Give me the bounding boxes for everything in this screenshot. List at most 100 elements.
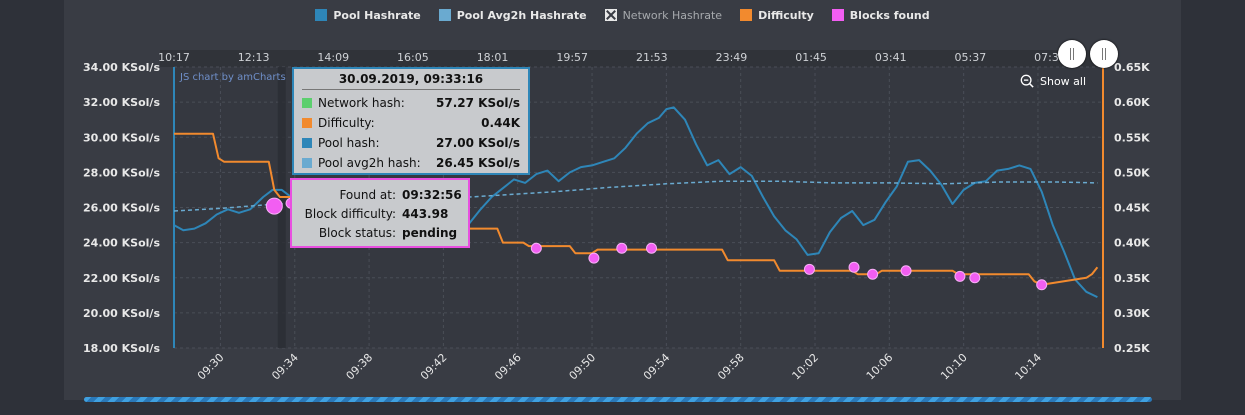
legend-label-pool-avg2h-hashrate: Pool Avg2h Hashrate <box>456 8 587 22</box>
tooltip-swatch-difficulty <box>302 118 312 128</box>
legend-swatch-blocks-found <box>831 9 844 21</box>
x-tick-label: 09:50 <box>567 351 599 383</box>
y-right-tick-label: 0.55K <box>1114 131 1150 144</box>
legend-label-network-hashrate: Network Hashrate <box>622 8 723 22</box>
y-left-tick-label: 28.00 KSol/s <box>83 166 160 179</box>
range-grip-right[interactable] <box>1090 40 1118 68</box>
x-tick-label: 09:42 <box>418 351 450 383</box>
x-tick-label: 10:02 <box>790 351 822 383</box>
y-right-tick-label: 0.45K <box>1114 202 1150 215</box>
chart-credit[interactable]: JS chart by amCharts <box>180 72 286 83</box>
navigator-label: 03:41 <box>875 51 907 64</box>
navigator-label: 19:57 <box>556 51 588 64</box>
x-tick-label: 09:54 <box>641 351 673 383</box>
navigator-label: 23:49 <box>716 51 748 64</box>
x-tick-label: 09:30 <box>195 351 227 383</box>
x-tick-label: 10:10 <box>938 351 970 383</box>
y-right-tick-label: 0.40K <box>1114 237 1150 250</box>
navigator-label: 16:05 <box>397 51 429 64</box>
tooltip-swatch-pool-avg <box>302 158 312 168</box>
legend-item-blocks-found[interactable]: Blocks found <box>831 9 930 22</box>
x-tick-label: 10:06 <box>864 351 896 383</box>
y-left-tick-label: 34.00 KSol/s <box>83 61 160 74</box>
y-left-tick-label: 30.00 KSol/s <box>83 131 160 144</box>
block-found-point <box>588 252 600 264</box>
y-left-tick-label: 24.00 KSol/s <box>83 237 160 250</box>
block-found-point <box>900 265 912 277</box>
y-left-tick-label: 18.00 KSol/s <box>83 342 160 355</box>
y-right-tick-label: 0.50K <box>1114 166 1150 179</box>
y-right-tick-label: 0.65K <box>1114 61 1150 74</box>
block-found-value: 09:32:56 <box>402 187 462 202</box>
tooltip-label-difficulty: Difficulty: <box>318 116 375 130</box>
tooltip-swatch-pool <box>302 138 312 148</box>
show-all-button[interactable]: Show all <box>1020 74 1086 88</box>
navigator-label: 12:13 <box>238 51 270 64</box>
zoom-out-icon <box>1020 74 1034 88</box>
tooltip-swatch-network <box>302 98 312 108</box>
y-left-tick-label: 22.00 KSol/s <box>83 272 160 285</box>
block-found-point <box>530 242 542 254</box>
tooltip-row-difficulty: Difficulty: 0.44K <box>294 113 528 133</box>
legend-label-difficulty: Difficulty <box>758 8 814 22</box>
legend-item-network-hashrate[interactable]: Network Hashrate <box>604 8 723 22</box>
legend: Pool Hashrate Pool Avg2h Hashrate Networ… <box>0 0 1245 30</box>
y-left-tick-label: 26.00 KSol/s <box>83 202 160 215</box>
block-found-point <box>265 197 283 215</box>
x-tick-label: 09:34 <box>269 351 301 383</box>
navigator-strip <box>160 50 1103 67</box>
tooltip-row-pool-avg: Pool avg2h hash: 26.45 KSol/s <box>294 153 528 173</box>
range-grip-left[interactable] <box>1058 40 1086 68</box>
legend-item-difficulty[interactable]: Difficulty <box>740 9 814 22</box>
block-tooltip-row-status: Block status: pending <box>292 223 468 242</box>
tooltip-value-network: 57.27 KSol/s <box>436 96 520 110</box>
navigator-label: 21:53 <box>636 51 668 64</box>
legend-hidden-x-icon <box>604 9 617 21</box>
block-found-point <box>969 272 981 284</box>
legend-swatch-difficulty <box>740 9 753 21</box>
y-right-tick-label: 0.35K <box>1114 272 1150 285</box>
block-tooltip-row-found: Found at: 09:32:56 <box>292 185 468 204</box>
tooltip-label-network: Network hash: <box>318 96 405 110</box>
x-tick-label: 09:38 <box>344 351 376 383</box>
tooltip-value-pool: 27.00 KSol/s <box>436 136 520 150</box>
x-tick-label: 10:14 <box>1012 351 1044 383</box>
block-difficulty-value: 443.98 <box>402 206 449 221</box>
block-tooltip-row-difficulty: Block difficulty: 443.98 <box>292 204 468 223</box>
y-left-tick-label: 20.00 KSol/s <box>83 307 160 320</box>
block-found-point <box>848 261 860 273</box>
legend-item-pool-hashrate[interactable]: Pool Hashrate <box>315 8 421 22</box>
navigator-label: 10:17 <box>158 51 190 64</box>
navigator-label: 01:45 <box>795 51 827 64</box>
block-found-label: Found at: <box>339 187 396 202</box>
legend-swatch-pool-hashrate <box>315 9 328 21</box>
legend-label-pool-hashrate: Pool Hashrate <box>333 8 421 22</box>
y-left-tick-label: 32.00 KSol/s <box>83 96 160 109</box>
block-found-point <box>616 242 628 254</box>
x-tick-label: 09:46 <box>492 351 524 383</box>
block-tooltip: Found at: 09:32:56 Block difficulty: 443… <box>290 178 470 248</box>
legend-item-pool-avg2h-hashrate[interactable]: Pool Avg2h Hashrate <box>438 8 587 22</box>
block-status-label: Block status: <box>318 225 396 240</box>
tooltip-value-pool-avg: 26.45 KSol/s <box>436 156 520 170</box>
y-right-tick-label: 0.30K <box>1114 307 1150 320</box>
scrollbar[interactable] <box>84 397 1152 402</box>
block-found-point <box>1036 279 1048 291</box>
x-tick-label: 09:58 <box>715 351 747 383</box>
tooltip-row-network: Network hash: 57.27 KSol/s <box>294 93 528 113</box>
y-right-tick-label: 0.25K <box>1114 342 1150 355</box>
navigator-label: 14:09 <box>317 51 349 64</box>
hover-tooltip: 30.09.2019, 09:33:16 Network hash: 57.27… <box>292 67 530 175</box>
legend-swatch-pool-avg2h-hashrate <box>438 9 451 21</box>
navigator-label: 18:01 <box>477 51 509 64</box>
block-found-point <box>803 263 815 275</box>
tooltip-title: 30.09.2019, 09:33:16 <box>302 69 520 90</box>
navigator-label: 05:37 <box>955 51 987 64</box>
tooltip-value-difficulty: 0.44K <box>481 116 520 130</box>
block-difficulty-label: Block difficulty: <box>304 206 396 221</box>
tooltip-label-pool-avg: Pool avg2h hash: <box>318 156 421 170</box>
block-status-value: pending <box>402 225 458 240</box>
y-right-tick-label: 0.60K <box>1114 96 1150 109</box>
